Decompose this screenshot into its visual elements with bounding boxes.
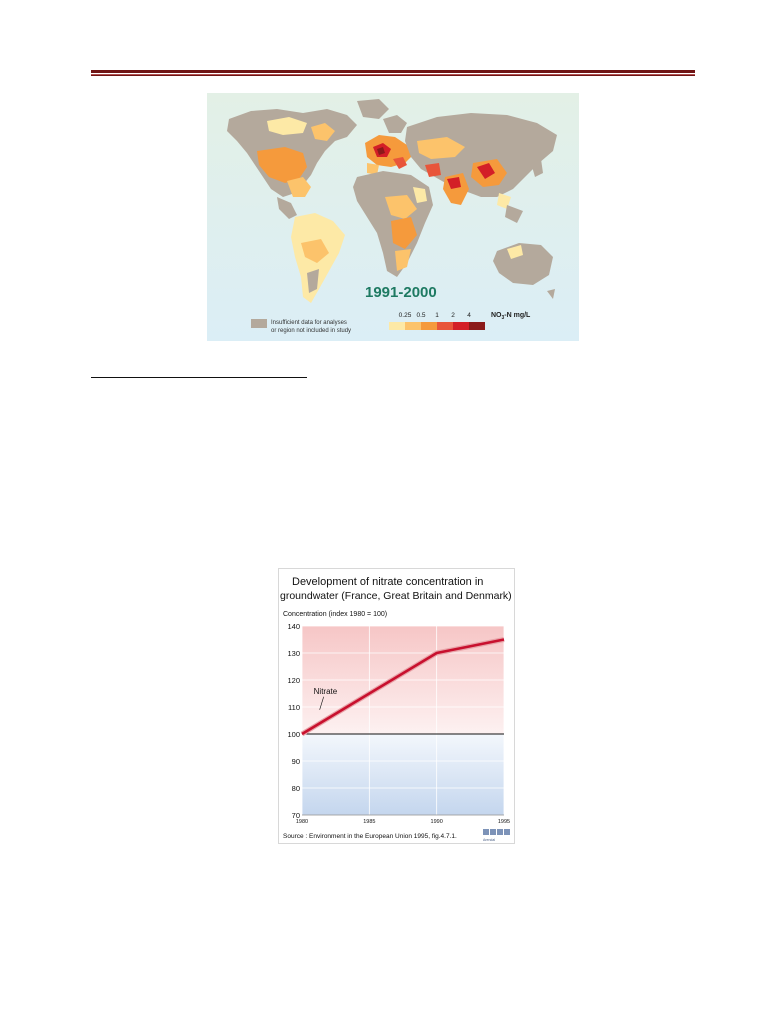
legend-tick-label: 4 — [467, 312, 471, 319]
south-america — [291, 213, 345, 303]
legend-unit: NO3-N mg/L — [491, 312, 531, 321]
legend-swatch — [389, 322, 405, 330]
legend-unit-suffix: -N mg/L — [504, 312, 531, 319]
legend-color-scale — [389, 322, 485, 330]
x-tick-labels: 1980 1985 1990 1995 — [296, 819, 510, 825]
chart-y-axis-label: Concentration (index 1980 = 100) — [283, 611, 387, 618]
y-tick-label: 100 — [287, 730, 300, 739]
asia — [405, 113, 557, 223]
legend-swatch — [469, 322, 485, 330]
y-tick-label: 80 — [292, 784, 300, 793]
y-tick-labels: 70 80 90 100 110 120 130 140 — [287, 622, 300, 820]
chart-title-line2: groundwater (France, Great Britain and D… — [280, 590, 512, 602]
legend-tick-label: 0.5 — [416, 312, 425, 319]
africa — [353, 171, 433, 277]
legend-swatch — [437, 322, 453, 330]
nitrate-series-label: Nitrate — [314, 687, 338, 696]
legend-no-data-line1: Insufficient data for analyses — [271, 320, 347, 326]
europe — [365, 115, 413, 175]
y-tick-label: 90 — [292, 757, 300, 766]
legend-tick-label: 0.25 — [399, 312, 412, 319]
nitrate-series-line — [301, 638, 505, 736]
legend-unit-sub: 3 — [502, 315, 505, 321]
grid-arendal-logo: Arendal — [483, 829, 510, 842]
australia — [493, 243, 555, 299]
y-tick-label: 110 — [288, 703, 300, 712]
nitrate-label-leader — [319, 696, 324, 710]
header-rule — [91, 70, 695, 76]
map-title: 1991-2000 — [365, 284, 437, 301]
legend-tick-label: 1 — [435, 312, 439, 319]
y-tick-label: 130 — [287, 649, 300, 658]
legend-unit-prefix: NO — [491, 312, 502, 319]
y-tick-label: 140 — [287, 622, 300, 631]
chart-source: Source : Environment in the European Uni… — [283, 833, 457, 840]
chart-title-line1: Development of nitrate concentration in — [292, 576, 483, 588]
x-tick-label: 1985 — [363, 819, 375, 825]
map-svg: 1991-2000 Insufficient data for analyses… — [207, 93, 579, 341]
x-tick-label: 1990 — [431, 819, 443, 825]
chart-svg: Development of nitrate concentration in … — [280, 576, 512, 842]
legend-no-data-swatch — [251, 319, 267, 328]
nitrate-world-map: 1991-2000 Insufficient data for analyses… — [207, 93, 579, 341]
y-tick-label: 120 — [287, 676, 300, 685]
legend-no-data-line2: or region not included in study — [271, 328, 351, 334]
x-tick-label: 1980 — [296, 819, 308, 825]
north-america — [227, 99, 389, 219]
legend-tick-label: 2 — [451, 312, 455, 319]
y-tick-label: 70 — [292, 811, 300, 820]
x-tick-label: 1995 — [498, 819, 510, 825]
legend-tick-labels: 0.25 0.5 1 2 4 — [399, 312, 472, 319]
nitrate-line-chart: Development of nitrate concentration in … — [278, 568, 515, 844]
legend-swatch — [405, 322, 421, 330]
legend-swatch — [453, 322, 469, 330]
below-baseline-band — [302, 734, 504, 815]
logo-text: Arendal — [483, 838, 495, 842]
section-heading-underline — [91, 377, 307, 378]
legend-swatch — [421, 322, 437, 330]
